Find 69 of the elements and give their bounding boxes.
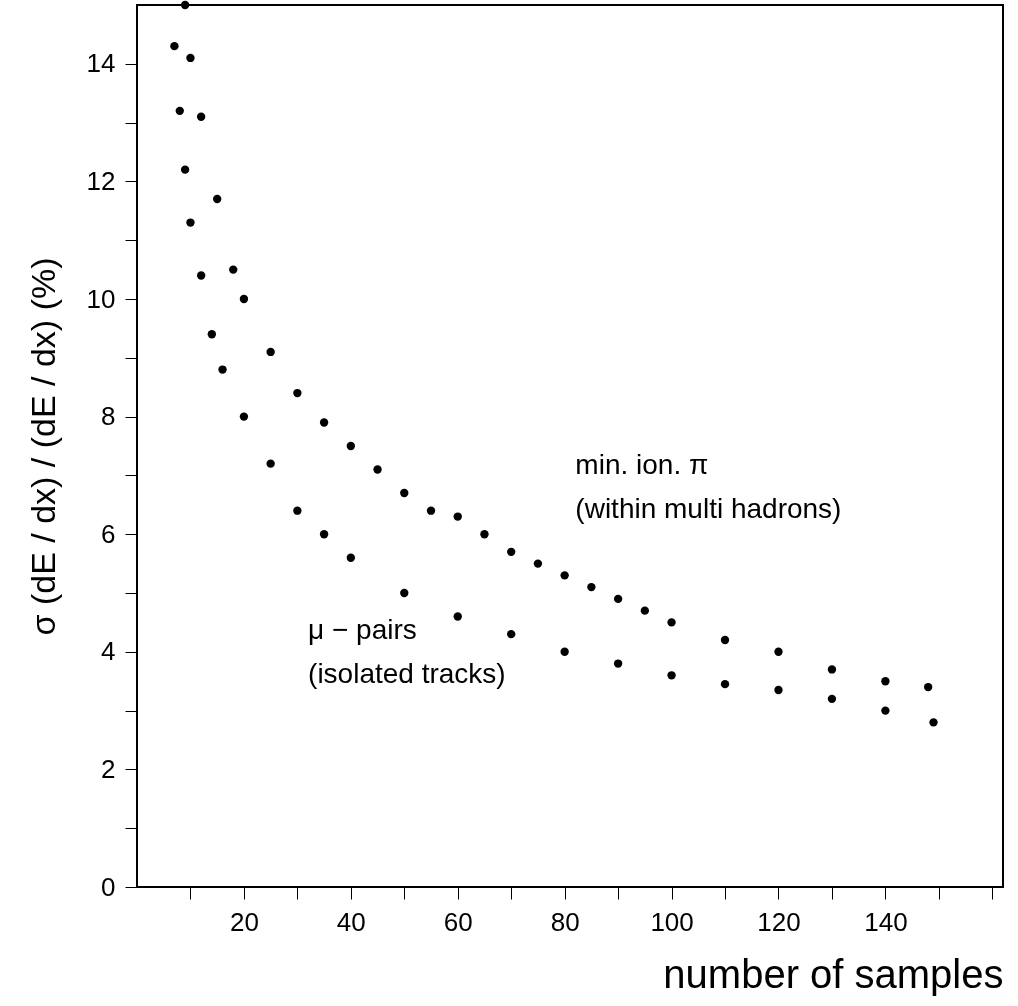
point: [613, 594, 623, 604]
point: [186, 218, 195, 227]
y-tick-label: 6: [101, 518, 116, 549]
point: [720, 635, 730, 645]
series-label: min. ion. π (within multi hadrons): [575, 448, 842, 524]
point: [196, 112, 206, 121]
y-tick-label: 12: [86, 165, 116, 196]
y-tick-label: 0: [101, 871, 116, 902]
point: [533, 559, 543, 568]
point: [667, 618, 676, 627]
x-tick-label: 120: [757, 906, 801, 937]
point: [229, 265, 238, 274]
point: [180, 0, 190, 10]
point: [774, 647, 783, 656]
x-tick-label: 140: [864, 906, 908, 937]
point: [827, 665, 837, 674]
x-tick-label: 100: [650, 906, 694, 937]
point: [213, 194, 222, 204]
point: [587, 582, 596, 592]
x-axis-title: number of samples: [663, 951, 1004, 996]
point: [207, 330, 217, 339]
point: [881, 677, 890, 686]
point: [186, 53, 195, 63]
y-axis-title: σ (dE / dx) / (dE / dx) (%): [23, 257, 62, 636]
point: [175, 106, 184, 116]
y-tick-label: 10: [86, 283, 116, 314]
point: [196, 271, 206, 280]
point: [720, 679, 730, 689]
point: [507, 547, 516, 557]
point: [426, 506, 436, 515]
series-label: μ − pairs (isolated tracks): [308, 613, 506, 689]
point: [667, 671, 676, 680]
point: [218, 365, 227, 374]
point: [170, 41, 179, 51]
point: [453, 612, 462, 621]
point: [266, 459, 275, 468]
point: [319, 418, 329, 427]
point: [293, 388, 302, 398]
x-tick-label: 20: [229, 906, 259, 937]
point: [453, 512, 462, 521]
y-tick-label: 8: [101, 401, 116, 432]
point: [507, 629, 516, 639]
point: [560, 647, 569, 656]
point: [180, 165, 190, 174]
x-tick-label: 80: [550, 906, 580, 937]
point: [400, 588, 409, 598]
point: [400, 488, 409, 498]
x-tick-label: 60: [443, 906, 473, 937]
point: [239, 412, 249, 421]
y-tick-label: 14: [86, 48, 116, 79]
point: [346, 441, 356, 451]
point: [346, 553, 356, 562]
point: [640, 606, 650, 615]
y-tick-label: 2: [101, 753, 116, 784]
point: [293, 506, 302, 515]
point: [266, 347, 275, 357]
point: [774, 685, 783, 695]
point: [929, 718, 938, 727]
y-tick-label: 4: [101, 636, 116, 667]
point: [613, 659, 623, 668]
x-tick-label: 40: [336, 906, 366, 937]
point: [239, 294, 249, 304]
point: [881, 706, 890, 715]
point: [827, 694, 837, 704]
point: [480, 530, 489, 539]
point: [373, 465, 382, 474]
point: [319, 530, 329, 539]
point: [560, 571, 569, 580]
point: [923, 682, 933, 692]
